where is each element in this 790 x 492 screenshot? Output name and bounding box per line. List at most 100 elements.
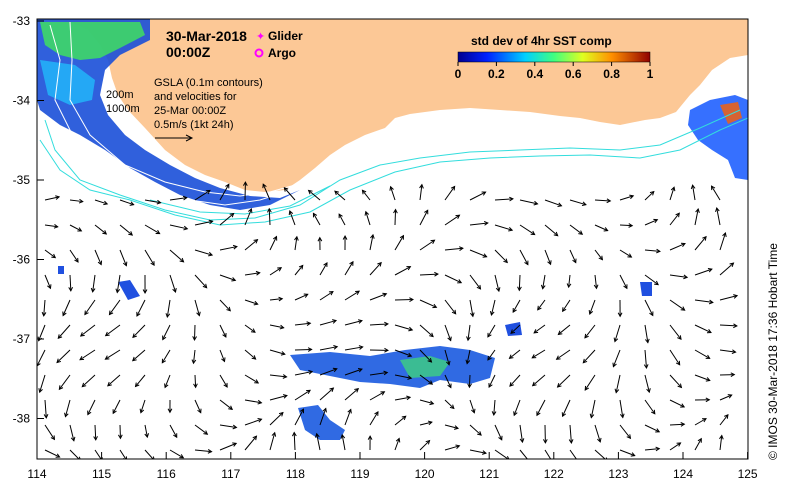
velocity-arrow	[144, 249, 155, 267]
velocity-arrow	[619, 449, 636, 457]
gsla-note-line-3: 25-Mar 00:00Z	[154, 105, 226, 117]
velocity-arrow	[469, 299, 475, 318]
velocity-arrow	[369, 321, 389, 327]
velocity-arrow	[361, 189, 371, 201]
velocity-arrow	[244, 418, 263, 426]
x-tick-label: 114	[27, 467, 46, 481]
velocity-arrow	[694, 437, 702, 451]
velocity-arrow	[294, 369, 314, 376]
velocity-arrow	[38, 374, 46, 394]
velocity-arrow	[108, 299, 121, 316]
velocity-arrow	[219, 349, 226, 363]
velocity-arrow	[584, 374, 596, 391]
velocity-arrow	[619, 274, 628, 290]
velocity-arrow	[69, 224, 83, 232]
velocity-arrow	[669, 274, 689, 280]
depth-label-200m: 200m	[106, 89, 134, 101]
velocity-arrow	[319, 407, 327, 426]
y-tick-label: -38	[13, 412, 31, 426]
x-axis: 114 115 116 117 118 119 120 121 122 123 124 125	[27, 452, 758, 481]
velocity-arrow	[569, 249, 577, 264]
velocity-arrow	[509, 374, 521, 387]
velocity-arrow	[367, 435, 373, 451]
velocity-arrow	[307, 189, 321, 201]
velocity-arrow	[244, 270, 261, 276]
velocity-arrow	[519, 424, 525, 444]
velocity-arrow	[394, 324, 414, 332]
velocity-arrow	[494, 424, 503, 441]
velocity-arrow	[294, 408, 305, 426]
velocity-arrow	[494, 224, 514, 232]
velocity-arrow	[619, 399, 625, 419]
x-tick-label: 120	[415, 467, 435, 481]
velocity-arrow	[369, 410, 379, 426]
colorbar-tick-label: 0	[455, 67, 462, 81]
velocity-arrow	[644, 324, 650, 344]
velocity-arrow	[107, 374, 121, 387]
velocity-arrow	[219, 424, 238, 430]
scale-arrow-icon	[155, 134, 194, 142]
velocity-arrow	[544, 199, 563, 207]
velocity-arrow	[319, 344, 339, 351]
velocity-arrow	[533, 324, 546, 334]
velocity-arrow	[119, 199, 135, 206]
velocity-arrow	[644, 446, 661, 452]
velocity-arrow	[419, 209, 429, 226]
velocity-arrow	[513, 399, 521, 417]
velocity-arrow	[244, 349, 257, 360]
velocity-arrow	[487, 324, 496, 338]
velocity-arrow	[312, 212, 321, 226]
velocity-arrow	[719, 262, 735, 276]
velocity-arrow	[144, 424, 150, 439]
velocity-arrow	[219, 274, 237, 282]
velocity-arrow	[288, 210, 296, 226]
velocity-arrow	[488, 374, 496, 389]
velocity-arrow	[519, 199, 539, 206]
velocity-arrow	[419, 299, 438, 309]
velocity-arrow	[465, 349, 471, 365]
depth-contour-1000m	[69, 21, 296, 197]
velocity-arrow	[294, 235, 299, 251]
velocity-arrow	[531, 349, 546, 359]
velocity-arrow	[444, 349, 451, 366]
velocity-arrow	[466, 324, 471, 342]
velocity-arrow	[319, 262, 328, 276]
legend-argo-label: Argo	[268, 46, 296, 60]
velocity-arrow	[540, 274, 546, 290]
velocity-arrow	[94, 199, 109, 206]
velocity-arrow	[115, 274, 121, 294]
velocity-arrow	[334, 190, 346, 201]
y-tick-label: -36	[13, 253, 31, 267]
velocity-arrow	[519, 224, 536, 236]
velocity-arrow	[494, 196, 514, 202]
legend-glider-label: Glider	[268, 29, 303, 43]
x-tick-label: 115	[92, 467, 111, 481]
velocity-arrow	[394, 374, 413, 380]
y-tick-label: -34	[13, 94, 31, 108]
velocity-arrow	[219, 374, 228, 388]
velocity-arrow	[669, 442, 682, 451]
sst-shelf-green	[40, 22, 145, 60]
velocity-arrow	[344, 319, 363, 326]
map-title-date: 30-Mar-2018	[166, 28, 247, 44]
velocity-arrow	[317, 236, 323, 251]
velocity-arrow	[561, 399, 571, 418]
velocity-arrow	[87, 399, 96, 416]
velocity-arrow	[489, 299, 496, 316]
velocity-arrow	[566, 274, 572, 289]
velocity-arrow	[669, 422, 686, 427]
velocity-arrow	[694, 374, 711, 382]
velocity-arrow	[510, 324, 521, 335]
sst-patch-small-2	[505, 322, 522, 336]
velocity-arrow	[719, 349, 737, 355]
velocity-arrow	[369, 292, 388, 301]
velocity-arrow	[162, 324, 171, 341]
velocity-arrow	[444, 324, 452, 342]
velocity-arrow	[557, 324, 571, 336]
velocity-arrow	[544, 249, 552, 266]
velocity-arrow	[294, 321, 312, 326]
velocity-arrow	[643, 349, 649, 369]
velocity-arrow	[294, 389, 311, 401]
velocity-arrow	[669, 374, 683, 389]
velocity-arrow	[568, 424, 574, 444]
